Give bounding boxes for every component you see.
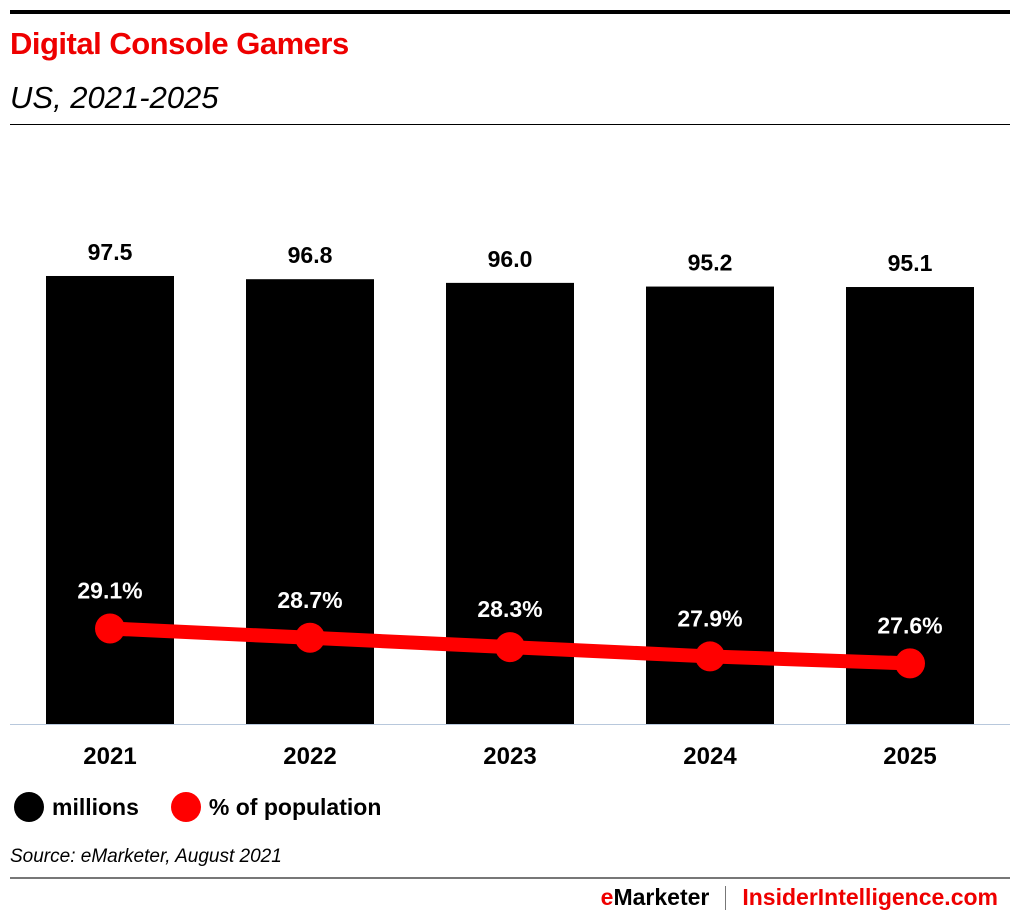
source-note: Source: eMarketer, August 2021 — [10, 846, 282, 867]
legend-pct-marker — [170, 792, 201, 822]
chart-title: Digital Console Gamers — [10, 26, 349, 61]
x-tick-2021: 2021 — [83, 743, 136, 770]
pct-label-2023: 28.3% — [477, 596, 542, 622]
pct-point-2023 — [495, 632, 525, 663]
x-tick-2022: 2022 — [283, 743, 336, 770]
pct-label-2022: 28.7% — [277, 587, 342, 613]
emarketer-logo: eMarketer — [600, 884, 710, 910]
pct-point-2024 — [695, 641, 725, 672]
bar-label-2022: 96.8 — [288, 242, 333, 268]
x-tick-2024: 2024 — [683, 743, 737, 770]
chart-area: 97.5 2021 96.8 2022 96.0 2023 95.2 2024 95.1 2025… — [10, 239, 1010, 770]
bar-2021 — [46, 275, 174, 724]
pct-point-2022 — [295, 622, 325, 653]
bar-label-2023: 96.0 — [488, 246, 533, 272]
legend: millions % of population — [14, 792, 381, 822]
bar-label-2021: 97.5 — [88, 239, 133, 265]
footer-separator — [725, 885, 727, 910]
pct-label-2025: 27.6% — [877, 612, 942, 638]
x-tick-2025: 2025 — [883, 743, 936, 770]
title-divider — [10, 124, 1010, 125]
pct-point-2021 — [95, 613, 125, 644]
site-link[interactable]: InsiderIntelligence.com — [742, 884, 998, 910]
bar-2022 — [246, 279, 374, 724]
pct-point-2025 — [895, 648, 925, 679]
x-tick-2023: 2023 — [483, 743, 536, 770]
legend-millions-marker — [14, 792, 44, 822]
footer-divider — [10, 877, 1010, 879]
footer-brand: eMarketer InsiderIntelligence.com — [601, 884, 998, 911]
legend-millions-label: millions — [52, 793, 139, 820]
bar-label-2024: 95.2 — [688, 250, 733, 276]
pct-label-2021: 29.1% — [77, 577, 142, 603]
top-rule — [10, 10, 1010, 14]
pct-label-2024: 27.9% — [677, 605, 742, 631]
chart-subtitle: US, 2021-2025 — [10, 80, 219, 115]
bar-label-2025: 95.1 — [888, 250, 933, 276]
legend-pct-label: % of population — [208, 793, 382, 820]
